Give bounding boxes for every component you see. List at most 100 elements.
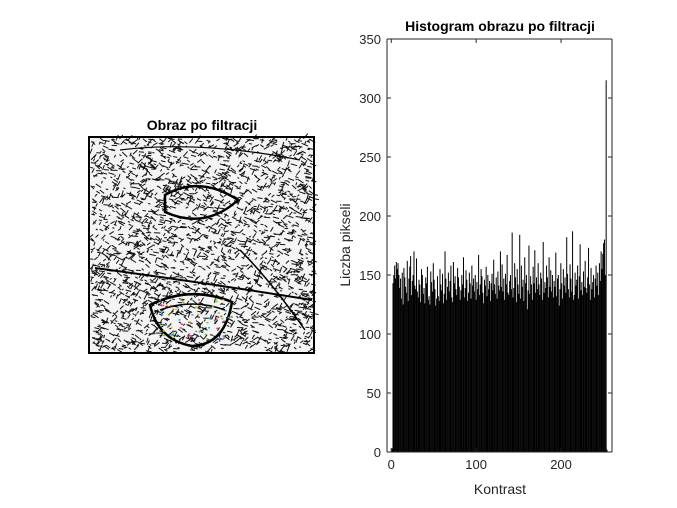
- histogram-bar: [495, 277, 497, 452]
- histogram-bar: [436, 298, 438, 452]
- histogram-bar: [423, 287, 425, 452]
- filtered-image: [89, 133, 319, 354]
- histogram-bar: [435, 305, 437, 452]
- histogram-bar: [489, 300, 491, 452]
- histogram-bar: [531, 299, 533, 452]
- histogram-bar: [546, 265, 548, 452]
- histogram-bar: [470, 298, 472, 452]
- histogram-bar: [515, 302, 517, 452]
- color-speckle: [162, 330, 165, 332]
- histogram-bar: [505, 284, 507, 452]
- histogram-bar: [414, 285, 416, 452]
- histogram-bar: [588, 247, 590, 452]
- color-speckle: [180, 299, 183, 301]
- edge-contour: [239, 249, 306, 331]
- histogram-bar: [583, 286, 585, 452]
- x-axis-label: Kontrast: [474, 481, 526, 497]
- histogram-bar: [409, 266, 411, 452]
- histogram-bar: [520, 298, 522, 452]
- color-speckle: [198, 330, 201, 332]
- color-speckle: [217, 312, 220, 314]
- histogram-bar: [446, 299, 448, 452]
- color-speckle: [179, 327, 182, 329]
- histogram-bar: [592, 282, 594, 452]
- y-tick-label: 250: [359, 150, 381, 165]
- histogram-bar: [527, 290, 529, 452]
- color-speckle: [161, 313, 164, 315]
- histogram-bar: [395, 262, 397, 452]
- histogram-bar: [419, 284, 421, 452]
- histogram-bar: [504, 273, 506, 452]
- histogram-bar: [525, 283, 527, 452]
- histogram-bar: [528, 245, 530, 452]
- histogram-bar: [424, 303, 426, 452]
- image-frame: [88, 136, 315, 354]
- histogram-bar: [588, 284, 590, 452]
- color-speckle: [191, 314, 194, 316]
- color-speckle: [176, 306, 179, 309]
- histogram-bar: [529, 293, 531, 452]
- color-speckle: [218, 337, 221, 340]
- histogram-bar: [559, 289, 561, 452]
- color-speckle: [221, 317, 224, 320]
- histogram-bar: [405, 286, 407, 452]
- histogram-bar: [413, 251, 415, 452]
- histogram-bar: [593, 275, 595, 452]
- histogram-bar: [403, 267, 405, 452]
- color-speckle: [220, 315, 223, 318]
- color-speckle: [208, 317, 211, 319]
- y-tick-label: 200: [359, 209, 381, 224]
- color-speckle: [211, 305, 214, 308]
- histogram-bar: [434, 289, 436, 452]
- histogram-bar: [551, 291, 553, 452]
- histogram-bar: [427, 299, 429, 452]
- histogram-bar: [538, 284, 540, 452]
- histogram-bar: [508, 295, 510, 452]
- histogram-bar: [396, 269, 398, 452]
- histogram-bar: [558, 305, 560, 452]
- histogram-bar: [561, 283, 563, 452]
- histogram-bar: [428, 296, 430, 452]
- histogram-bar: [502, 291, 504, 452]
- color-speckle: [204, 333, 207, 336]
- histogram-bar: [478, 295, 480, 452]
- histogram-bar: [548, 257, 550, 452]
- histogram-bar: [400, 278, 402, 452]
- histogram-bar: [597, 272, 599, 452]
- histogram-bar: [504, 299, 506, 452]
- histogram-bar: [526, 309, 528, 452]
- histogram-bar: [499, 290, 501, 452]
- color-speckle: [191, 299, 194, 301]
- histogram-bar: [479, 284, 481, 452]
- histogram-bar: [496, 298, 498, 452]
- histogram-bar: [447, 286, 449, 452]
- histogram-bar: [400, 298, 402, 452]
- color-speckle: [223, 320, 226, 323]
- histogram-bar: [416, 258, 417, 452]
- color-speckle: [160, 304, 162, 306]
- histogram-bar: [425, 277, 427, 452]
- histogram-bar: [569, 264, 571, 452]
- histogram-bar: [543, 292, 545, 452]
- histogram-bar: [451, 297, 453, 452]
- histogram-bar: [582, 295, 584, 452]
- histogram-bar: [406, 260, 408, 452]
- histogram-bar: [594, 278, 596, 452]
- histogram-bar: [432, 263, 434, 452]
- color-speckle: [167, 325, 170, 327]
- histogram-bar: [601, 269, 603, 452]
- histogram-bar: [573, 295, 575, 452]
- histogram-bar: [550, 270, 552, 452]
- histogram-bar: [464, 287, 466, 452]
- histogram-bar: [463, 297, 465, 452]
- color-speckle: [201, 330, 204, 332]
- histogram-bar: [536, 289, 538, 452]
- color-speckle: [206, 321, 209, 324]
- histogram-bar: [472, 285, 474, 452]
- histogram-bar: [454, 276, 456, 452]
- color-speckle: [161, 324, 164, 326]
- histogram-bar: [408, 278, 410, 452]
- y-axis-label: Liczba pikseli: [337, 203, 353, 286]
- color-speckle: [182, 301, 185, 303]
